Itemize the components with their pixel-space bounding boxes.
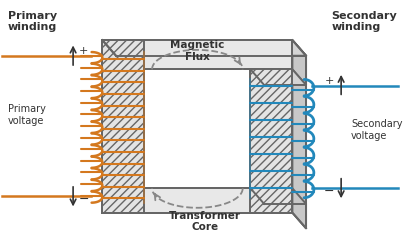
Polygon shape: [250, 69, 306, 85]
Polygon shape: [293, 40, 306, 85]
Text: Secondary
winding: Secondary winding: [331, 11, 397, 33]
Text: Primary
voltage: Primary voltage: [8, 104, 46, 126]
Polygon shape: [102, 40, 144, 213]
Text: Transformer
Core: Transformer Core: [169, 211, 241, 232]
Text: +: +: [79, 46, 88, 56]
Text: Primary
winding: Primary winding: [8, 11, 57, 33]
Polygon shape: [293, 188, 306, 228]
Text: +: +: [325, 76, 334, 86]
Polygon shape: [102, 40, 293, 69]
Text: −: −: [324, 185, 334, 198]
Text: −: −: [79, 193, 89, 206]
Polygon shape: [102, 188, 293, 213]
Text: Magnetic
Flux: Magnetic Flux: [170, 40, 225, 62]
Polygon shape: [102, 40, 306, 56]
Text: Secondary
voltage: Secondary voltage: [351, 119, 403, 141]
Polygon shape: [250, 69, 293, 213]
Polygon shape: [293, 40, 306, 85]
Polygon shape: [293, 69, 306, 228]
